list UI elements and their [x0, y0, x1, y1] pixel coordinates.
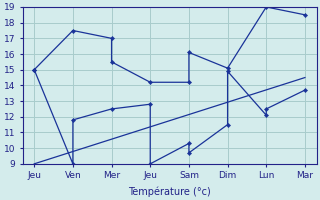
X-axis label: Température (°c): Température (°c): [128, 186, 211, 197]
